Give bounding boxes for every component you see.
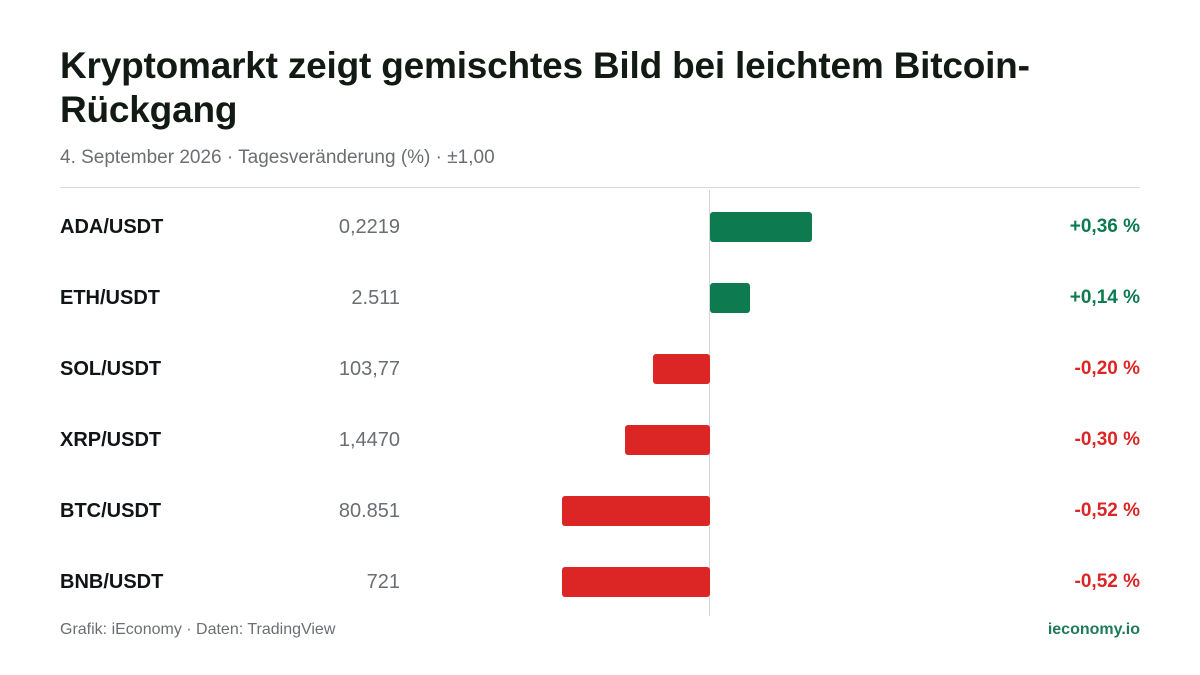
table-row: XRP/USDT 1,4470 -0,30 % <box>0 420 1200 460</box>
change-label: -0,20 % <box>1074 358 1140 379</box>
source-credit: Grafik: iEconomy · Daten: TradingView <box>60 621 336 638</box>
zero-baseline <box>709 190 710 616</box>
pair-label: ETH/USDT <box>60 287 160 309</box>
chart-title: Kryptomarkt zeigt gemischtes Bild bei le… <box>60 45 1030 130</box>
pair-label: SOL/USDT <box>60 358 162 380</box>
change-label: -0,52 % <box>1074 500 1140 521</box>
change-bar <box>624 425 710 455</box>
price-value: 2.511 <box>351 287 400 309</box>
table-row: ETH/USDT 2.511 +0,14 % <box>0 278 1200 318</box>
pair-label: BNB/USDT <box>60 571 164 593</box>
price-value: 103,77 <box>338 358 400 380</box>
header-divider <box>60 187 1140 188</box>
change-bar <box>653 354 710 384</box>
pair-label: ADA/USDT <box>60 216 164 238</box>
table-row: BNB/USDT 721 -0,52 % <box>0 562 1200 602</box>
table-row: SOL/USDT 103,77 -0,20 % <box>0 349 1200 389</box>
chart-subtitle: 4. September 2026 · Tagesveränderung (%)… <box>60 147 495 168</box>
price-value: 1,4470 <box>338 429 400 451</box>
pair-label: XRP/USDT <box>60 429 162 451</box>
table-row: BTC/USDT 80.851 -0,52 % <box>0 491 1200 531</box>
change-label: -0,30 % <box>1074 429 1140 450</box>
brand-link[interactable]: ieconomy.io <box>1047 621 1140 638</box>
table-row: ADA/USDT 0,2219 +0,36 % <box>0 207 1200 247</box>
price-value: 80.851 <box>338 500 400 522</box>
change-label: +0,36 % <box>1069 216 1140 237</box>
price-value: 0,2219 <box>338 216 400 238</box>
change-bar <box>562 496 710 526</box>
change-bar <box>710 283 750 313</box>
change-bar <box>710 212 813 242</box>
price-value: 721 <box>366 571 400 593</box>
pair-label: BTC/USDT <box>60 500 162 522</box>
change-label: +0,14 % <box>1069 287 1140 308</box>
change-label: -0,52 % <box>1074 571 1140 592</box>
change-bar <box>562 567 710 597</box>
